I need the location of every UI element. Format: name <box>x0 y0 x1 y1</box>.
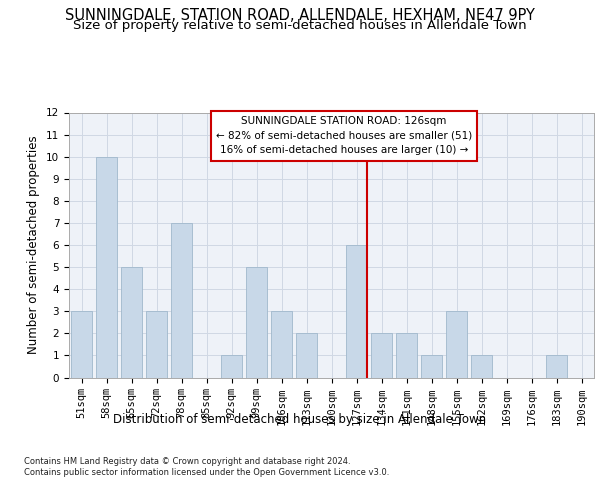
Bar <box>121 267 142 378</box>
Text: Size of property relative to semi-detached houses in Allendale Town: Size of property relative to semi-detach… <box>73 18 527 32</box>
Bar <box>296 334 317 378</box>
Bar <box>546 356 567 378</box>
Bar <box>446 311 467 378</box>
Bar <box>271 311 292 378</box>
Bar <box>146 311 167 378</box>
Bar <box>171 223 192 378</box>
Text: Contains HM Land Registry data © Crown copyright and database right 2024.
Contai: Contains HM Land Registry data © Crown c… <box>24 458 389 477</box>
Bar <box>96 156 117 378</box>
Bar <box>221 356 242 378</box>
Bar <box>471 356 492 378</box>
Text: SUNNINGDALE STATION ROAD: 126sqm
← 82% of semi-detached houses are smaller (51)
: SUNNINGDALE STATION ROAD: 126sqm ← 82% o… <box>216 116 472 156</box>
Bar <box>421 356 442 378</box>
Text: Distribution of semi-detached houses by size in Allendale Town: Distribution of semi-detached houses by … <box>113 412 487 426</box>
Bar <box>396 334 417 378</box>
Bar <box>346 245 367 378</box>
Bar <box>371 334 392 378</box>
Y-axis label: Number of semi-detached properties: Number of semi-detached properties <box>28 136 40 354</box>
Bar <box>71 311 92 378</box>
Text: SUNNINGDALE, STATION ROAD, ALLENDALE, HEXHAM, NE47 9PY: SUNNINGDALE, STATION ROAD, ALLENDALE, HE… <box>65 8 535 22</box>
Bar <box>246 267 267 378</box>
